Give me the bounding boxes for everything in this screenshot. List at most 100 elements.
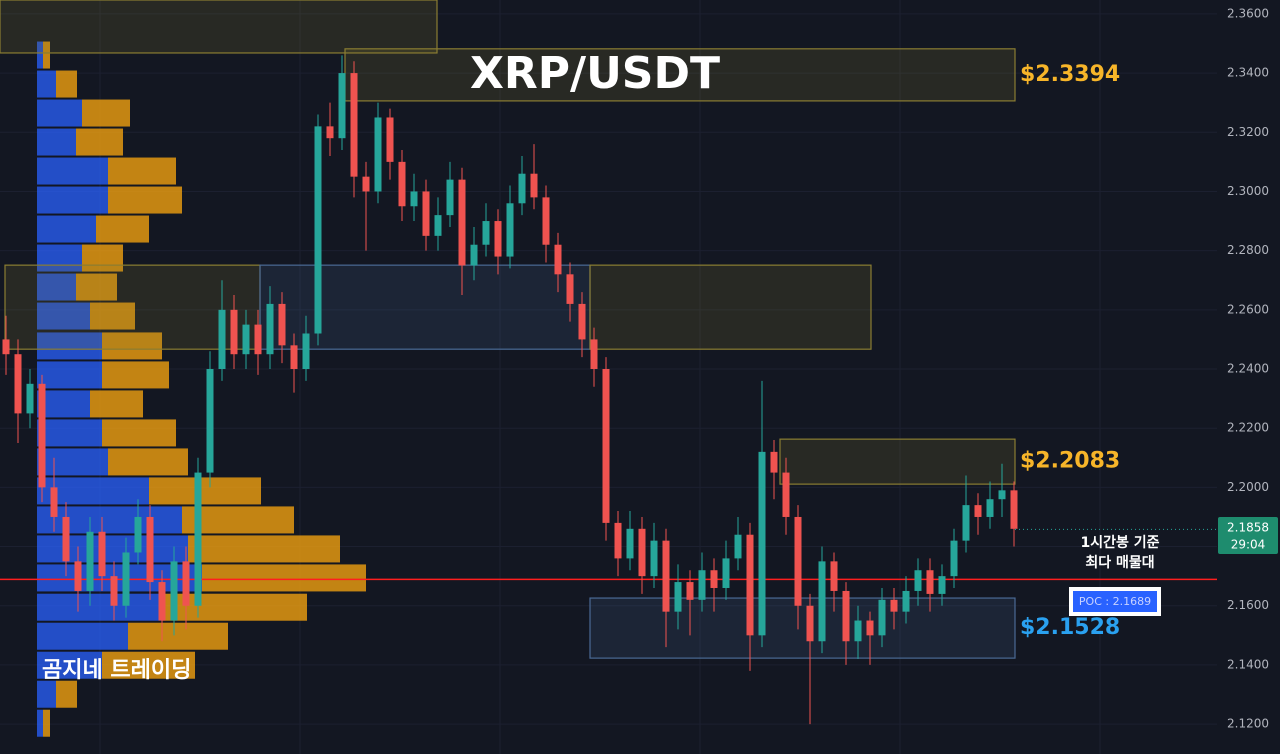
candle-body xyxy=(698,570,706,600)
poc-box-inner xyxy=(1073,591,1157,612)
candle-body xyxy=(854,620,862,642)
last-price: 2.1858 xyxy=(1227,521,1269,535)
y-tick-label: 2.3000 xyxy=(1227,184,1269,198)
candle-body xyxy=(482,221,490,245)
candle-body xyxy=(782,472,790,517)
sell-volume xyxy=(202,564,366,592)
zone-label: $2.1528 xyxy=(1020,615,1120,640)
candle-body xyxy=(530,173,538,198)
candle-body xyxy=(434,215,442,236)
y-tick-label: 2.2400 xyxy=(1227,362,1269,376)
candle-body xyxy=(446,179,454,216)
sell-volume xyxy=(96,215,149,243)
candle-body xyxy=(626,528,634,559)
sell-volume xyxy=(108,448,188,476)
candle-body xyxy=(866,620,874,636)
candle-body xyxy=(326,126,334,139)
sell-volume xyxy=(128,622,228,650)
sell-volume xyxy=(188,535,340,563)
y-tick-label: 2.2800 xyxy=(1227,243,1269,257)
candle-body xyxy=(86,531,94,591)
candle-body xyxy=(230,309,238,355)
sell-volume xyxy=(102,332,162,360)
candle-body xyxy=(794,516,802,606)
candle-body xyxy=(830,561,838,591)
candle-body xyxy=(182,561,190,606)
candle-body xyxy=(26,383,34,414)
buy-volume xyxy=(37,215,96,243)
buy-volume xyxy=(37,506,182,534)
candle-body xyxy=(50,487,58,517)
candle-body xyxy=(2,339,10,355)
candle-body xyxy=(590,339,598,370)
zone xyxy=(0,0,438,54)
candle-body xyxy=(458,179,466,266)
y-tick-label: 2.1400 xyxy=(1227,657,1269,671)
y-tick-label: 2.2200 xyxy=(1227,421,1269,435)
buy-volume xyxy=(37,651,102,679)
sell-volume xyxy=(90,390,143,418)
candle-body xyxy=(686,582,694,600)
candle-body xyxy=(338,73,346,139)
sell-volume xyxy=(108,157,176,185)
y-tick-label: 2.2000 xyxy=(1227,480,1269,494)
y-tick-label: 2.1200 xyxy=(1227,717,1269,731)
buy-volume xyxy=(37,70,56,98)
candle-body xyxy=(494,221,502,257)
candle-body xyxy=(974,505,982,517)
sell-volume xyxy=(102,419,176,447)
candle-body xyxy=(758,451,766,636)
sell-volume xyxy=(102,361,169,389)
candle-body xyxy=(302,333,310,370)
candle-body xyxy=(638,528,646,577)
buy-volume xyxy=(37,41,43,69)
candle-body xyxy=(266,303,274,355)
zone xyxy=(779,438,1016,485)
buy-volume xyxy=(37,99,82,127)
y-tick-label: 2.3400 xyxy=(1227,66,1269,80)
y-tick-label: 2.1600 xyxy=(1227,598,1269,612)
candle-body xyxy=(218,309,226,370)
candle-body xyxy=(14,354,22,414)
candle-body xyxy=(806,605,814,642)
candle-body xyxy=(962,505,970,541)
candles xyxy=(2,55,1218,725)
candle-body xyxy=(710,570,718,588)
sell-volume xyxy=(102,651,195,679)
candle-body xyxy=(386,117,394,162)
volume-profile xyxy=(37,41,366,737)
candle-body xyxy=(38,383,46,488)
chart-title: XRP/USDT xyxy=(470,48,720,99)
candle-body xyxy=(470,244,478,266)
poc-label: POC : 2.1689 xyxy=(1079,595,1151,608)
zone xyxy=(589,597,1016,659)
candle-body xyxy=(878,599,886,636)
candle-body xyxy=(158,582,166,621)
zone-label: $2.3394 xyxy=(1020,62,1120,87)
candle-body xyxy=(662,540,670,612)
candle-body xyxy=(998,490,1006,500)
candle-body xyxy=(62,516,70,562)
buy-volume xyxy=(37,419,102,447)
candle-body xyxy=(938,576,946,594)
candle-body xyxy=(350,73,358,177)
candle-body xyxy=(410,191,418,207)
sell-volume xyxy=(76,273,117,301)
sell-volume xyxy=(56,70,77,98)
candle-body xyxy=(194,472,202,606)
candle-body xyxy=(134,516,142,553)
candle-body xyxy=(290,345,298,370)
buy-volume xyxy=(37,390,90,418)
candle-body xyxy=(554,244,562,275)
candle-body xyxy=(914,570,922,591)
candle-body xyxy=(206,369,214,473)
buy-volume xyxy=(37,186,108,214)
sell-volume xyxy=(43,709,50,737)
candle-body xyxy=(950,540,958,577)
candle-body xyxy=(398,161,406,207)
candle-body xyxy=(314,126,322,334)
candle-body xyxy=(986,499,994,517)
countdown: 29:04 xyxy=(1231,538,1266,552)
